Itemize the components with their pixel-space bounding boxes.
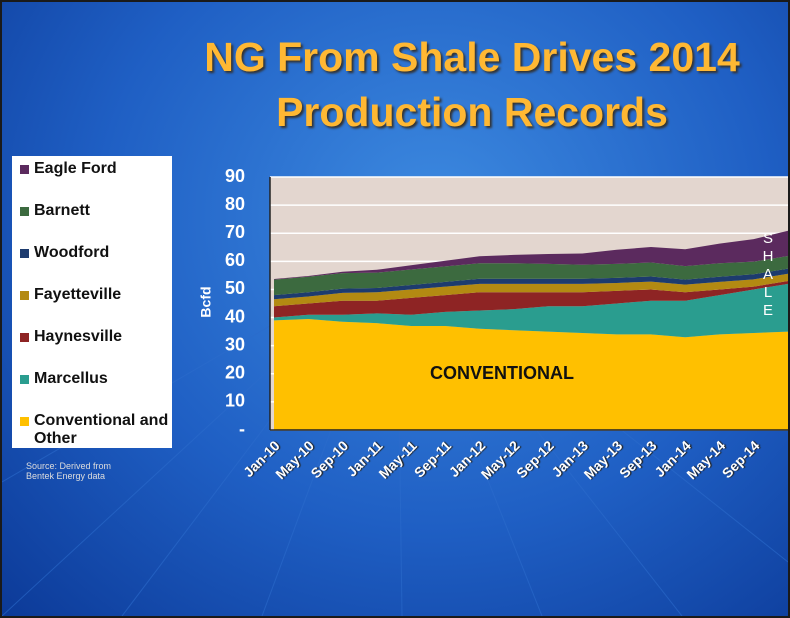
x-tick-label: May-11 — [375, 437, 419, 481]
legend-item: Marcellus — [20, 370, 172, 412]
legend-label: Woodford — [34, 244, 110, 261]
x-tick-label: Sep-14 — [719, 437, 763, 481]
conventional-annotation: CONVENTIONAL — [430, 363, 574, 383]
legend-label: Marcellus — [34, 370, 108, 387]
y-tick-label: 30 — [225, 334, 245, 354]
legend-label: Conventional and Other — [34, 412, 169, 447]
source-note: Source: Derived from Bentek Energy data — [26, 461, 112, 481]
area — [274, 281, 788, 318]
x-tick-label: May-12 — [478, 437, 523, 482]
legend-item: Barnett — [20, 202, 172, 244]
area — [274, 230, 788, 280]
legend-label: Barnett — [34, 202, 91, 219]
x-tick-label: Sep-10 — [307, 437, 351, 481]
legend-swatch — [20, 165, 29, 174]
area — [274, 273, 788, 307]
legend: Eagle Ford Barnett Woodford Fayetteville Hay… — [12, 156, 172, 448]
y-tick-label: 80 — [225, 194, 245, 214]
x-tick-label: May-13 — [581, 437, 626, 482]
legend-item: Woodford — [20, 244, 172, 286]
legend-label: Haynesville — [34, 328, 123, 345]
y-tick-label: 40 — [225, 306, 245, 326]
legend-item: Fayetteville — [20, 286, 172, 328]
y-tick-label: 70 — [225, 222, 245, 242]
legend-label: Fayetteville — [34, 286, 122, 303]
y-axis-label: Bcfd — [198, 286, 214, 317]
y-tick-label: 20 — [225, 363, 245, 383]
x-tick-label: Sep-12 — [513, 437, 557, 481]
area — [274, 268, 788, 300]
x-tick-label: May-10 — [272, 437, 317, 482]
legend-swatch — [20, 207, 29, 216]
y-tick-label: 50 — [225, 278, 245, 298]
legend-item: Conventional and Other — [20, 412, 172, 454]
legend-swatch — [20, 417, 29, 426]
y-tick-label: 90 — [225, 166, 245, 186]
area — [274, 318, 788, 430]
legend-swatch — [20, 291, 29, 300]
title: NG From Shale Drives 2014 Production Rec… — [204, 34, 740, 135]
x-tick-label: Sep-11 — [411, 437, 454, 480]
legend-item: Eagle Ford — [20, 160, 172, 202]
area — [274, 255, 788, 296]
legend-label: Eagle Ford — [34, 160, 117, 177]
legend-swatch — [20, 333, 29, 342]
shale-annotation: SHALE — [762, 230, 774, 319]
x-tick-label: May-14 — [683, 437, 728, 482]
legend-swatch — [20, 249, 29, 258]
legend-swatch — [20, 375, 29, 384]
y-tick-label: 60 — [225, 250, 245, 270]
y-tick-label: - — [239, 419, 245, 439]
y-tick-label: 10 — [225, 391, 245, 411]
area — [274, 283, 788, 338]
x-tick-label: Sep-13 — [616, 437, 660, 481]
legend-item: Haynesville — [20, 328, 172, 370]
